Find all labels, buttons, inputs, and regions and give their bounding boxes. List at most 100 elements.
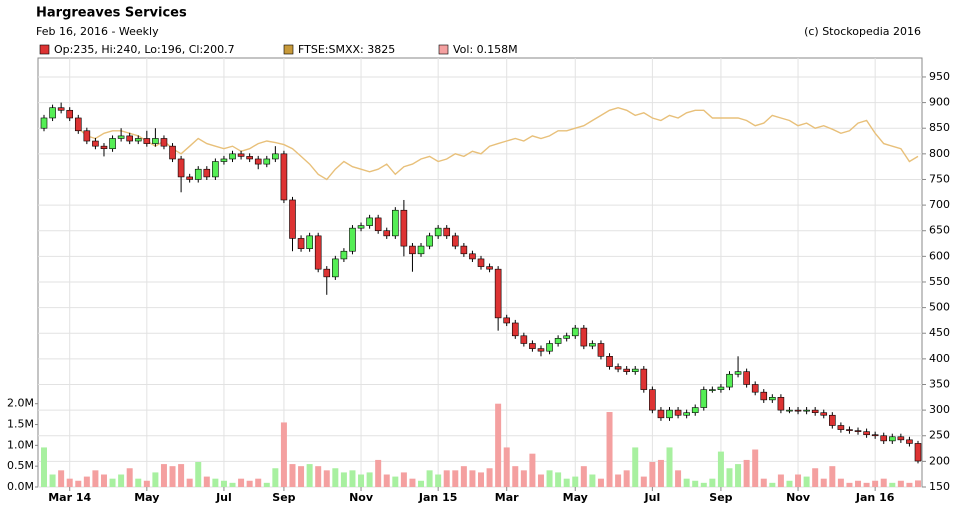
volume-bar [135,478,142,487]
volume-bar [880,478,887,487]
y-tick-label: 550 [929,275,950,288]
volume-bar [178,464,185,487]
volume-bar [726,468,733,487]
volume-bar [803,476,810,487]
volume-bar [863,482,870,487]
volume-bar [315,466,322,487]
legend-label: FTSE:SMXX: 3825 [298,43,395,56]
y2-tick-label: 0.0M [7,480,34,493]
volume-bar [298,466,305,487]
volume-bar [529,453,536,487]
y-tick-label: 500 [929,301,950,314]
candle-body [700,389,708,408]
volume-bar [812,468,819,487]
candle-body [272,153,279,160]
y-tick-label: 800 [929,147,950,160]
volume-bar [555,472,562,487]
candle-body [880,435,888,442]
y-tick-label: 700 [929,198,950,211]
candle-body [846,429,853,431]
volume-bar [735,464,742,487]
volume-bar [238,478,245,487]
volume-bar [435,474,442,487]
volume-bar [75,480,82,487]
candle-body [760,391,768,401]
credit: (c) Stockopedia 2016 [804,25,921,38]
candle-body [837,425,845,430]
volume-bar [486,468,493,487]
candle-body [871,434,879,437]
candle-body [323,268,331,278]
y-tick-label: 950 [929,70,950,83]
volume-bar [846,482,853,487]
candle-body [726,373,733,388]
candle-body [820,412,828,416]
candle-body [152,138,159,144]
candle-body [777,397,785,411]
volume-bar [392,476,399,487]
volume-bar [675,470,682,487]
candle-body [803,409,810,412]
candle-body [109,138,116,150]
candle-body [340,250,348,260]
candle-body [529,343,536,349]
candle-body [366,217,373,226]
volume-bar [786,480,793,487]
candle-body [751,384,759,393]
candle-body [40,117,48,129]
candle-body [451,235,459,247]
candle-body [614,366,622,370]
candle-body [786,409,793,412]
legend-swatch [438,44,449,55]
volume-bar [460,466,467,487]
volume-bar [212,478,219,487]
y2-tick-label: 1.5M [7,418,34,431]
candle-body [314,235,322,270]
x-tick-label: Sep [709,491,732,504]
candle-body [289,199,296,239]
y-tick-label: 450 [929,326,950,339]
candle-body [520,335,528,344]
candle-body [743,371,750,385]
volume-bar [580,466,587,487]
candle-body [674,409,682,416]
volume-bar [246,480,253,487]
volume-bar [203,476,210,487]
volume-bar [897,480,904,487]
candle-body [623,368,630,372]
candle-body [92,140,99,147]
candle-body [100,145,108,150]
plot-frame [37,57,923,488]
candle-body [494,268,502,319]
candle-body [571,327,579,337]
y-tick-label: 900 [929,96,950,109]
legend-label: Vol: 0.158M [453,43,518,56]
candle-body [597,343,605,357]
overlay-line [77,106,919,181]
candle-body [57,107,65,111]
candle-body [914,443,922,462]
volume-bar [66,478,73,487]
candle-body [246,156,253,160]
volume-bar [169,466,176,487]
y2-tick-label: 2.0M [7,397,34,410]
volume-bar [400,472,407,487]
volume-bar [41,447,47,487]
candle-body [554,338,562,344]
legend-label: Op:235, Hi:240, Lo:196, Cl:200.7 [54,43,235,56]
volume-bar [606,412,613,487]
candle-body [160,138,168,147]
candle-body [906,439,913,444]
candle-body [486,266,493,270]
candle-body [863,431,870,436]
volume-bar [503,447,510,487]
volume-bar [418,480,425,487]
candle-body [511,322,519,337]
volume-bar [332,468,339,487]
volume-bar [229,482,236,487]
x-tick-label: Sep [272,491,295,504]
y-tick-label: 350 [929,377,950,390]
volume-bar [546,470,553,487]
volume-bar [795,474,802,487]
